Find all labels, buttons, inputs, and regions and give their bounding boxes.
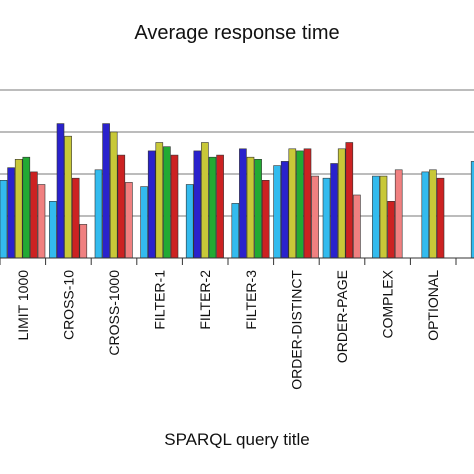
bar-limit-1000-series-3 — [14, 159, 23, 259]
bar-limit-1000-series-1 — [0, 180, 8, 259]
bar-filter-2-series-2 — [193, 150, 202, 259]
x-tick-label: OPTIONAL — [425, 270, 441, 341]
bar-cross-10-series-5 — [71, 177, 80, 259]
bar-cross-10-series-1 — [49, 201, 57, 259]
bar-filter-1-series-4 — [163, 146, 171, 259]
bar-order-distinct-series-1 — [273, 165, 281, 259]
bar-optional-series-5 — [436, 177, 445, 259]
bar-limit-1000-series-4 — [22, 156, 31, 259]
bar-filter-2-series-5 — [216, 154, 224, 259]
bar-cross-1000-series-2 — [102, 123, 110, 259]
bar-optional-series-3 — [429, 169, 437, 259]
bar-order-distinct-series-5 — [303, 148, 312, 259]
bar-optional-series-1 — [421, 171, 430, 259]
bar-order-distinct-series-4 — [296, 150, 304, 259]
x-tick-label: LIMIT 1000 — [15, 270, 31, 341]
bar-filter-3-series-2 — [239, 148, 247, 259]
bar-filter-2-series-1 — [185, 184, 194, 259]
bar-order-page-series-1 — [322, 177, 331, 259]
bar-cross-1000-series-3 — [109, 131, 118, 259]
bar-complex-series-1 — [372, 175, 380, 259]
bar-union-series-1 — [470, 161, 474, 259]
bar-order-page-series-6 — [353, 194, 361, 259]
x-tick-label: CROSS-1000 — [106, 270, 122, 356]
x-tick-label: FILTER-2 — [197, 270, 213, 330]
bar-cross-1000-series-1 — [94, 169, 103, 259]
bar-filter-2-series-4 — [208, 156, 217, 259]
bar-cross-1000-series-5 — [117, 154, 126, 259]
bar-complex-series-5 — [387, 201, 395, 259]
x-tick-labels: LIMIT 1000 CROSS-10 CROSS-1000 FILTER-1 FILT… — [15, 269, 474, 389]
x-tick-label: ORDER-DISTINCT — [288, 270, 304, 390]
bar-filter-2-series-3 — [201, 142, 209, 259]
bar-filter-3-series-5 — [261, 180, 270, 259]
x-axis — [0, 257, 474, 265]
bar-filter-1-series-1 — [140, 186, 148, 259]
bar-cross-10-series-6 — [79, 224, 88, 259]
bar-cross-10-series-2 — [56, 123, 65, 259]
bar-cross-10-series-3 — [64, 135, 72, 259]
x-tick-label: FILTER-1 — [152, 270, 168, 330]
x-tick-label: COMPLEX — [380, 269, 396, 338]
bar-order-page-series-2 — [330, 163, 338, 259]
x-tick-label: FILTER-3 — [243, 270, 259, 330]
x-tick-label: CROSS-10 — [60, 270, 76, 340]
bar-filter-1-series-5 — [170, 154, 179, 259]
bar-filter-1-series-3 — [155, 142, 164, 259]
bar-order-distinct-series-6 — [311, 175, 319, 259]
bars — [0, 123, 474, 259]
bar-limit-1000-series-5 — [30, 171, 38, 259]
bar-order-distinct-series-3 — [288, 148, 297, 259]
bar-order-page-series-5 — [345, 142, 354, 259]
bar-order-page-series-3 — [337, 148, 346, 259]
bar-filter-3-series-4 — [254, 159, 262, 259]
bar-filter-3-series-1 — [231, 203, 240, 259]
bar-complex-series-6 — [394, 169, 403, 259]
x-axis-label: SPARQL query title — [164, 430, 310, 449]
chart-title: Average response time — [134, 22, 340, 44]
bar-filter-1-series-2 — [147, 150, 156, 259]
bar-order-distinct-series-2 — [280, 161, 289, 259]
x-tick-label: UNION — [471, 270, 474, 315]
x-tick-label: ORDER-PAGE — [334, 270, 350, 363]
bar-limit-1000-series-2 — [7, 167, 15, 259]
bar-filter-3-series-3 — [246, 156, 255, 259]
bar-complex-series-3 — [379, 175, 388, 259]
bar-cross-1000-series-6 — [125, 182, 133, 259]
bar-limit-1000-series-6 — [37, 184, 46, 259]
